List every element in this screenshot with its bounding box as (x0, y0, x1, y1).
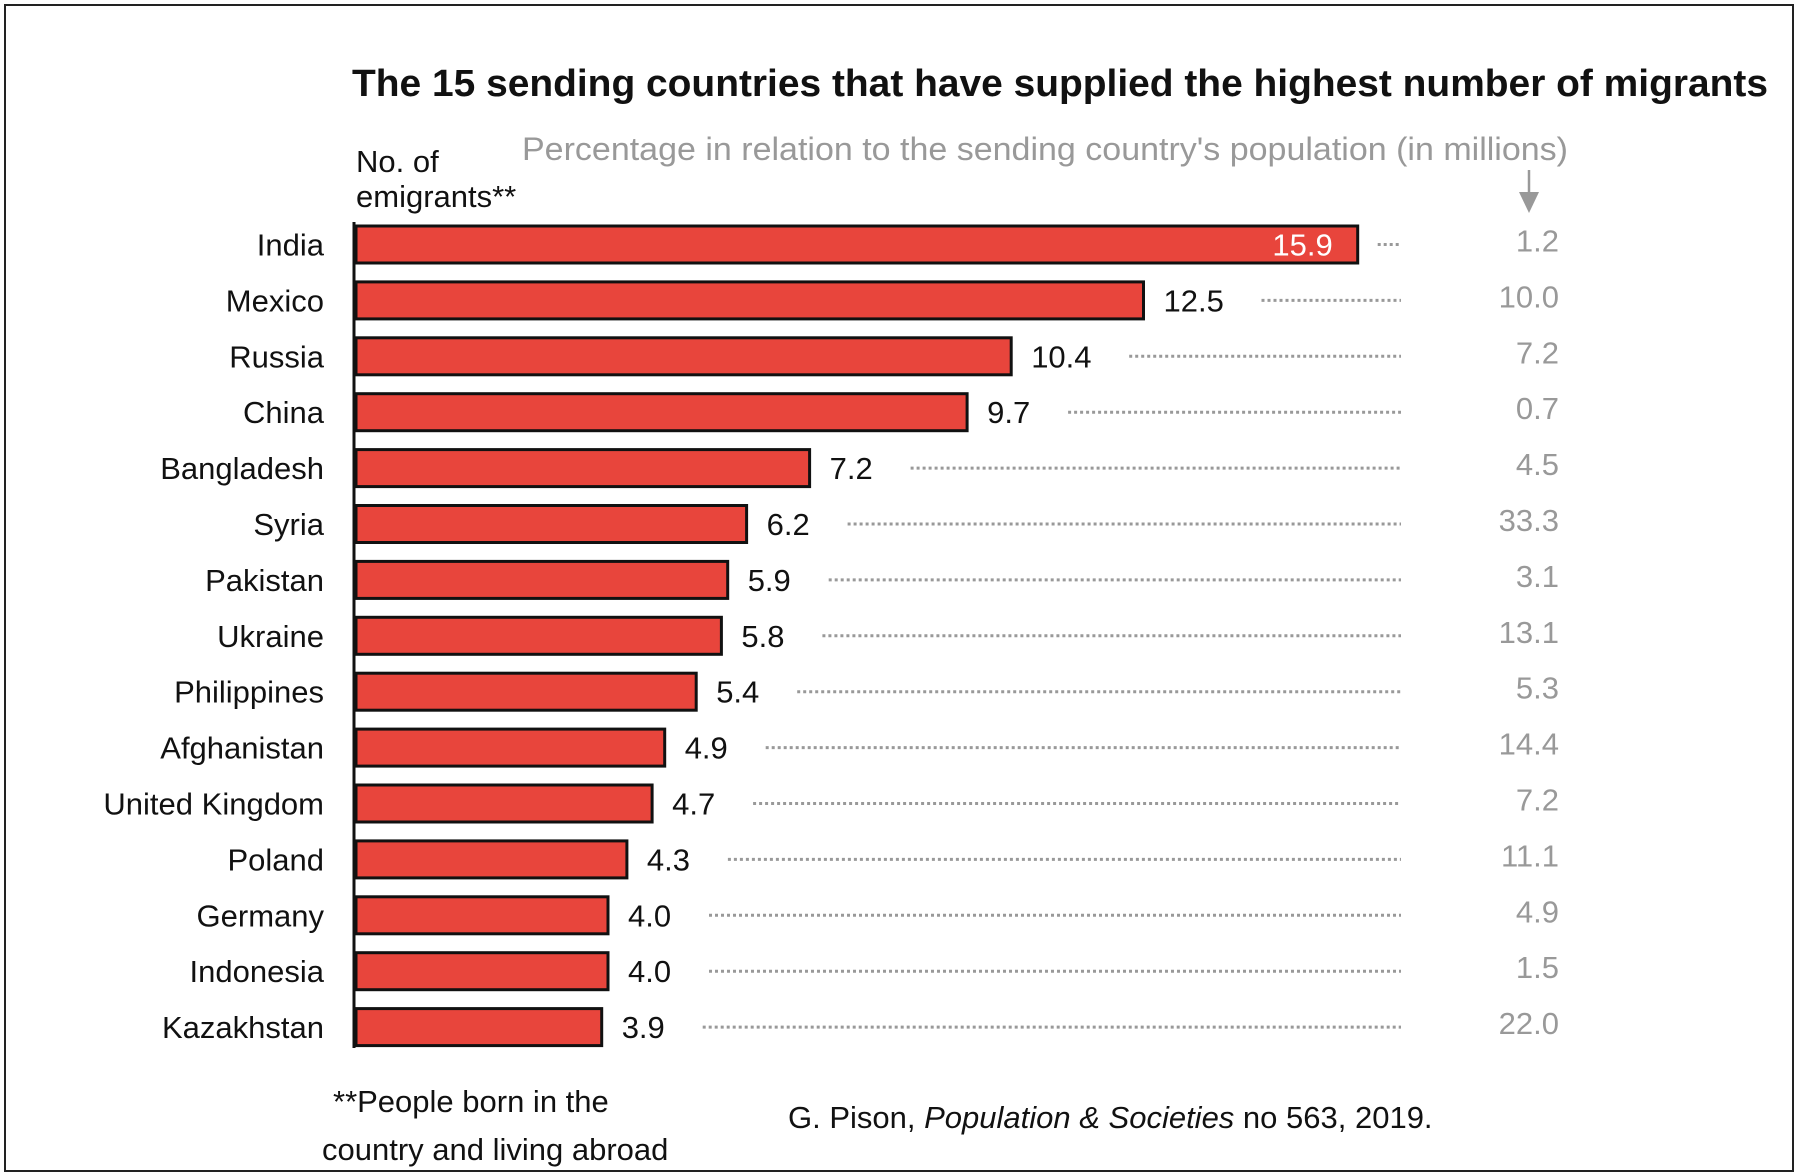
bar-row: United Kingdom 4.7 7.2 (103, 783, 1559, 824)
percent-label: 4.9 (1516, 894, 1559, 929)
bar-row: China 9.7 0.7 (243, 391, 1559, 433)
bar-row: Ukraine 5.8 13.1 (217, 615, 1559, 656)
bar-row: Russia 10.4 7.2 (229, 335, 1559, 377)
bar-row: Indonesia 4.0 1.5 (190, 950, 1559, 992)
percent-label: 4.5 (1516, 447, 1559, 482)
category-label: India (257, 228, 325, 263)
percent-label: 3.1 (1516, 559, 1559, 594)
percent-label: 7.2 (1516, 783, 1559, 818)
bar-row: Philippines 5.4 5.3 (174, 671, 1559, 712)
percent-label: 22.0 (1499, 1006, 1559, 1041)
percent-label: 5.3 (1516, 671, 1559, 706)
bar (354, 895, 610, 936)
bar (354, 727, 667, 768)
category-label: Russia (229, 339, 325, 374)
value-label: 12.5 (1164, 283, 1224, 318)
value-label: 4.7 (672, 787, 715, 822)
category-label: Pakistan (205, 563, 324, 598)
bar (354, 559, 730, 600)
category-label: Mexico (226, 283, 324, 318)
percent-label: 14.4 (1499, 727, 1559, 762)
value-label: 7.2 (830, 451, 873, 486)
y-axis-label-line1: No. of (356, 144, 439, 179)
percent-label: 1.2 (1516, 224, 1559, 259)
bar-row: Afghanistan 4.9 14.4 (160, 727, 1559, 768)
source-rest: no 563, 2019. (1234, 1100, 1432, 1135)
category-label: Philippines (174, 675, 324, 710)
bar-row: Pakistan 5.9 3.1 (205, 559, 1559, 600)
percent-label: 0.7 (1516, 391, 1559, 426)
value-label: 3.9 (622, 1010, 665, 1045)
category-label: China (243, 395, 325, 430)
bar-row: Bangladesh 7.2 4.5 (160, 447, 1559, 489)
category-label: Indonesia (190, 954, 325, 989)
chart-subtitle: Percentage in relation to the sending co… (522, 131, 1568, 167)
chart-border (4, 4, 1794, 1172)
percent-label: 10.0 (1499, 279, 1559, 314)
bar-row: Mexico 12.5 10.0 (226, 279, 1559, 321)
percent-label: 33.3 (1499, 503, 1559, 538)
value-label: 5.9 (748, 563, 791, 598)
bar (354, 1007, 604, 1048)
bar (354, 336, 1013, 377)
bar (354, 839, 629, 880)
category-label: Bangladesh (160, 451, 324, 486)
category-label: Kazakhstan (162, 1010, 324, 1045)
category-label: Syria (253, 507, 324, 542)
bar-row: Kazakhstan 3.9 22.0 (162, 1006, 1559, 1048)
bar (354, 280, 1145, 321)
value-label: 4.3 (647, 842, 690, 877)
bar-row: India 15.9 1.2 (257, 224, 1559, 265)
category-label: Ukraine (217, 619, 324, 654)
percent-label: 7.2 (1516, 335, 1559, 370)
bar (354, 224, 1360, 265)
value-label: 4.0 (628, 954, 671, 989)
value-label: 4.9 (685, 731, 728, 766)
percent-label: 1.5 (1516, 950, 1559, 985)
category-label: Afghanistan (160, 731, 324, 766)
percent-label: 11.1 (1501, 838, 1559, 873)
footnote-line2: country and living abroad (322, 1132, 668, 1167)
value-label: 9.7 (987, 395, 1030, 430)
category-label: Poland (227, 842, 324, 877)
bar (354, 392, 969, 433)
bar (354, 671, 698, 712)
bar (354, 448, 812, 489)
bar (354, 951, 610, 992)
chart-title: The 15 sending countries that have suppl… (352, 63, 1768, 105)
bar-row: Germany 4.0 4.9 (197, 894, 1559, 936)
value-label: 4.0 (628, 898, 671, 933)
percent-label: 13.1 (1499, 615, 1559, 650)
category-label: Germany (197, 898, 325, 933)
category-label: United Kingdom (103, 787, 324, 822)
bar-row: Syria 6.2 33.3 (253, 503, 1559, 544)
value-label: 5.8 (741, 619, 784, 654)
bar (354, 783, 654, 824)
source-citation: G. Pison, Population & Societies no 563,… (788, 1100, 1433, 1135)
bar-row: Poland 4.3 11.1 (227, 838, 1559, 880)
arrow-down-icon (1519, 170, 1539, 213)
value-label: 10.4 (1031, 339, 1091, 374)
value-label: 6.2 (767, 507, 810, 542)
bar (354, 504, 749, 544)
value-label: 15.9 (1272, 228, 1332, 263)
bar (354, 615, 723, 656)
footnote-line1: **People born in the (333, 1084, 609, 1119)
source-author: G. Pison, (788, 1100, 924, 1135)
y-axis-label-line2: emigrants** (356, 179, 516, 214)
value-label: 5.4 (716, 675, 759, 710)
source-journal: Population & Societies (924, 1100, 1234, 1135)
